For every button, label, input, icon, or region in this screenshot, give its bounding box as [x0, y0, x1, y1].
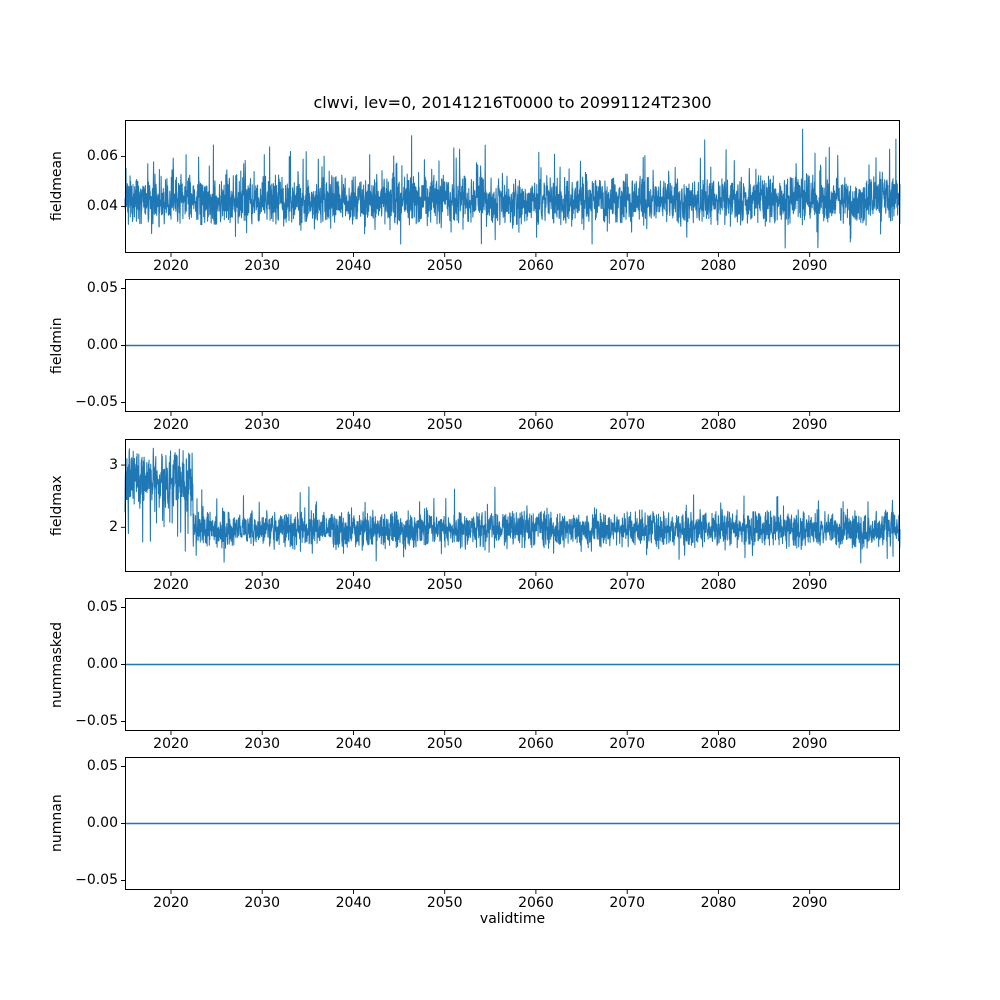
plot-area-fieldmax: 2 3 2020 2030 2040 2050 2060 2070 2080 2090 — [109, 439, 901, 593]
x-tick-label: 2050 — [426, 577, 463, 593]
x-tick-label: 2060 — [518, 736, 554, 752]
y-tick-label: 0.00 — [86, 656, 118, 672]
x-tick-label: 2090 — [791, 417, 828, 433]
y-axis-label-fieldmean: fieldmean — [49, 151, 65, 222]
y-tick-label: 0.04 — [86, 198, 118, 215]
y-tick-label: 3 — [109, 456, 118, 473]
x-axis-label: validtime — [479, 911, 546, 927]
subplot-fieldmin: fieldmin −0.05 0.00 0.05 2020 2030 2040 2050 20… — [49, 279, 900, 433]
x-tick-label: 2030 — [244, 417, 281, 433]
x-tick-label: 2050 — [426, 895, 463, 911]
x-tick-label: 2020 — [153, 895, 189, 911]
x-tick-label: 2080 — [700, 577, 737, 593]
x-tick-label: 2090 — [791, 895, 828, 911]
y-tick-label: 0.00 — [86, 815, 118, 831]
x-tick-label: 2080 — [700, 417, 737, 433]
plot-area-nummasked: −0.05 0.00 0.05 2020 2030 2040 2050 2060 2070 208… — [75, 598, 900, 752]
x-tick-label: 2050 — [426, 736, 463, 752]
x-tick-label: 2030 — [244, 577, 281, 593]
y-tick-label: 0.05 — [86, 598, 118, 615]
y-tick-label: −0.05 — [75, 872, 118, 889]
x-tick-label: 2060 — [518, 577, 554, 593]
y-tick-label: 0.06 — [86, 147, 118, 164]
x-tick-label: 2030 — [244, 736, 281, 752]
x-tick-label: 2040 — [335, 577, 372, 593]
x-tick-label: 2020 — [153, 577, 189, 593]
x-tick-label: 2020 — [153, 417, 189, 433]
x-tick-label: 2090 — [791, 577, 828, 593]
x-tick-label: 2020 — [153, 736, 189, 752]
x-tick-label: 2030 — [244, 258, 281, 274]
x-tick-label: 2050 — [426, 258, 463, 274]
x-tick-label: 2050 — [426, 417, 463, 433]
subplot-numnan: numnan −0.05 0.00 0.05 2020 2030 2040 2050 2060… — [49, 757, 900, 911]
x-tick-label: 2040 — [335, 258, 372, 274]
plot-area-fieldmin: −0.05 0.00 0.05 2020 2030 2040 2050 2060 2070 208… — [75, 279, 900, 433]
subplot-fieldmax: fieldmax 2 3 2020 2030 2040 2050 2060 2070 2080 2… — [49, 439, 901, 593]
subplot-nummasked: nummasked −0.05 0.00 0.05 2020 2030 2040 2050 2… — [49, 598, 900, 752]
x-tick-label: 2060 — [518, 417, 554, 433]
subplot-fieldmean: fieldmean 0.04 0.06 2020 2030 2040 2050 2060 20… — [49, 120, 901, 274]
x-tick-label: 2040 — [335, 736, 372, 752]
x-tick-label: 2060 — [518, 258, 554, 274]
x-tick-label: 2030 — [244, 895, 281, 911]
x-tick-label: 2040 — [335, 895, 372, 911]
x-tick-label: 2080 — [700, 258, 737, 274]
plot-area-numnan: −0.05 0.00 0.05 2020 2030 2040 2050 2060 2070 208… — [75, 757, 900, 911]
x-tick-label: 2080 — [700, 736, 737, 752]
x-tick-label: 2070 — [609, 577, 646, 593]
y-tick-label: 0.00 — [86, 337, 118, 353]
x-tick-label: 2090 — [791, 258, 828, 274]
x-tick-label: 2070 — [609, 417, 646, 433]
y-tick-label: −0.05 — [75, 394, 118, 411]
x-tick-label: 2040 — [335, 417, 372, 433]
x-tick-label: 2070 — [609, 895, 646, 911]
y-tick-label: 2 — [109, 518, 118, 535]
x-tick-label: 2070 — [609, 736, 646, 752]
y-tick-label: 0.05 — [86, 279, 118, 296]
x-tick-label: 2070 — [609, 258, 646, 274]
x-tick-label: 2090 — [791, 736, 828, 752]
figure-title: clwvi, lev=0, 20141216T0000 to 20991124T… — [313, 93, 712, 112]
plot-area-fieldmean: 0.04 0.06 2020 2030 2040 2050 2060 2070 2080 2090 — [87, 120, 901, 274]
x-tick-label: 2080 — [700, 895, 737, 911]
y-tick-label: −0.05 — [75, 713, 118, 730]
x-tick-label: 2060 — [518, 895, 554, 911]
x-tick-label: 2020 — [153, 258, 189, 274]
y-tick-label: 0.05 — [86, 757, 118, 774]
